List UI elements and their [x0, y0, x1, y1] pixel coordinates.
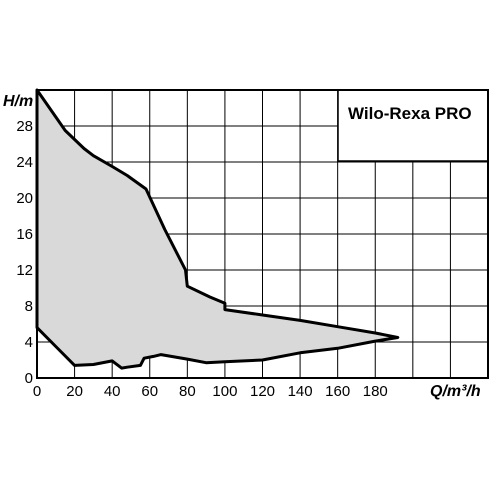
x-tick-label: 120 — [250, 383, 275, 400]
y-tick-label: 8 — [25, 298, 33, 315]
x-tick-label: 60 — [141, 383, 158, 400]
x-axis-label: Q/m³/h — [430, 383, 481, 400]
y-tick-label: 16 — [16, 226, 33, 243]
legend-box — [337, 89, 489, 162]
pump-envelope-area — [35, 88, 400, 370]
x-tick-label: 0 — [33, 383, 41, 400]
y-tick-labels: 0 4 8 12 16 20 24 28 — [16, 118, 33, 387]
plot-frame — [36, 89, 489, 379]
y-tick-label: 12 — [16, 262, 33, 279]
y-tick-label: 20 — [16, 190, 33, 207]
x-tick-label: 40 — [104, 383, 121, 400]
y-tick-label: 24 — [16, 154, 33, 171]
y-axis-label: H/m — [3, 93, 33, 110]
y-tick-label: 28 — [16, 118, 33, 135]
x-tick-label: 180 — [363, 383, 388, 400]
x-tick-label: 140 — [288, 383, 313, 400]
x-tick-label: 100 — [212, 383, 237, 400]
y-tick-label: 0 — [25, 370, 33, 387]
x-tick-label: 160 — [325, 383, 350, 400]
x-tick-label: 20 — [66, 383, 83, 400]
x-tick-label: 80 — [179, 383, 196, 400]
x-tick-labels: 0 20 40 60 80 100 120 140 160 180 — [33, 383, 388, 400]
y-tick-label: 4 — [25, 334, 33, 351]
chart-title: Wilo-Rexa PRO — [348, 104, 472, 123]
